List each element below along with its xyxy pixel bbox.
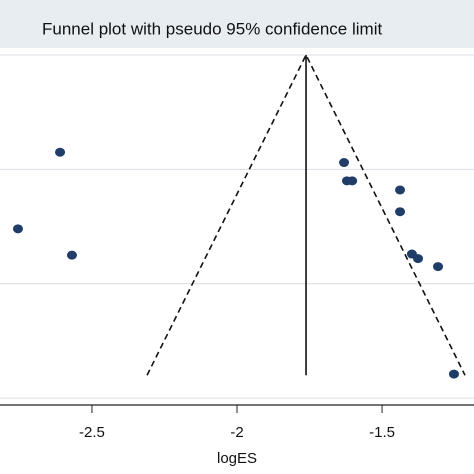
x-tick-label: -2 (230, 424, 243, 441)
x-tick-label: -2.5 (79, 424, 105, 441)
chart-title: Funnel plot with pseudo 95% confidence l… (42, 19, 382, 38)
study-point (395, 207, 406, 217)
study-point (12, 224, 23, 234)
study-point (347, 176, 358, 186)
study-point (339, 158, 350, 168)
study-point (433, 262, 444, 272)
study-point (55, 147, 66, 157)
study-point (448, 369, 459, 379)
study-point (66, 250, 77, 260)
study-point (395, 185, 406, 195)
study-point (413, 254, 424, 264)
x-axis-label: logES (217, 450, 257, 467)
confidence-limit (146, 53, 466, 376)
title-band (0, 0, 474, 48)
x-tick-label: -1.5 (369, 424, 395, 441)
